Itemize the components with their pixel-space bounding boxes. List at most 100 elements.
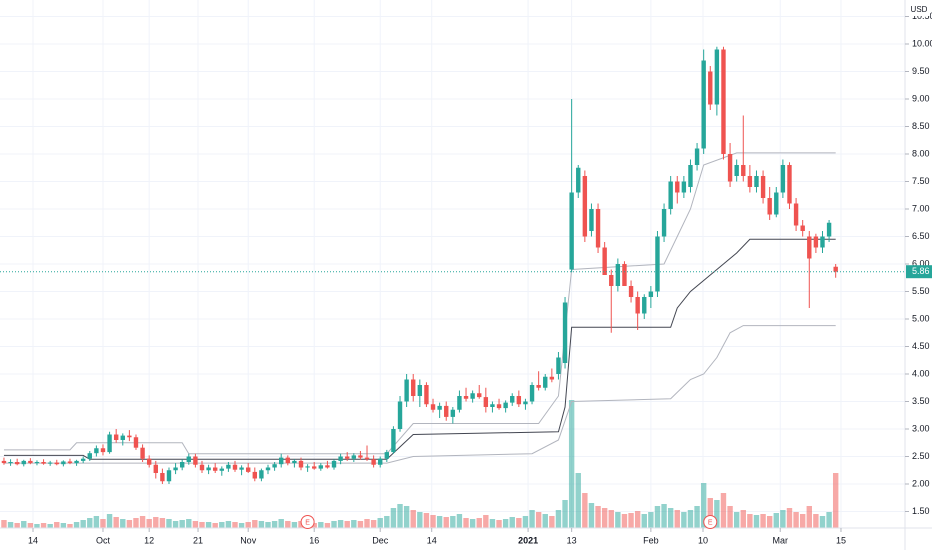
- volume-bar: [73, 522, 80, 528]
- volume-bar: [483, 515, 489, 528]
- candle-body: [496, 404, 502, 409]
- volume-bar: [456, 514, 463, 528]
- x-tick-label: 21: [193, 535, 203, 545]
- volume-bar: [34, 524, 40, 528]
- y-tick-label: 6.00: [912, 258, 930, 268]
- volume-bar: [285, 521, 291, 528]
- y-tick-label: 7.50: [912, 176, 930, 186]
- volume-bar: [489, 519, 496, 528]
- candle-body: [470, 393, 475, 399]
- volume-bar: [549, 516, 555, 528]
- y-tick-label: 7.00: [912, 203, 930, 213]
- candle-body: [193, 456, 198, 465]
- axes: 1.50 2.00 2.50 3.00 3.50 4.00 4.50 5.00 5.50 6.00…: [0, 11, 932, 545]
- volume-bar: [7, 522, 14, 528]
- candle-body: [378, 458, 383, 465]
- candle-body: [609, 275, 614, 286]
- volume-bar: [601, 508, 608, 528]
- candle-body: [820, 236, 825, 248]
- candle-body: [807, 236, 812, 259]
- volume-bar: [436, 516, 443, 528]
- volume-bar: [390, 508, 397, 528]
- volume-bar: [331, 521, 337, 528]
- volume-bar: [720, 493, 727, 528]
- candle-body: [252, 471, 257, 479]
- volume-bar: [120, 519, 126, 528]
- y-tick-label: 8.00: [912, 148, 930, 158]
- candle-body: [668, 181, 673, 209]
- candle-body: [160, 473, 165, 482]
- volume-bar: [384, 516, 390, 528]
- candle-body: [120, 435, 125, 440]
- volume-bar: [87, 518, 93, 528]
- volume-bar: [522, 516, 529, 528]
- volume-bar: [166, 519, 172, 528]
- volume-bar: [54, 522, 60, 528]
- x-tick-label: Mar: [772, 535, 788, 545]
- candle-body: [292, 460, 297, 464]
- volume-bar: [126, 520, 133, 528]
- volume-bar: [199, 522, 205, 528]
- volume-bar: [786, 508, 793, 528]
- candle-body: [279, 457, 284, 465]
- candle-body: [1, 460, 7, 464]
- candle-body: [734, 165, 739, 176]
- x-tick-label: Feb: [643, 535, 659, 545]
- candle-body: [694, 148, 700, 165]
- volume-bar: [318, 522, 324, 528]
- candle-body: [477, 393, 482, 398]
- candle-body: [595, 209, 601, 248]
- candle-body: [774, 192, 779, 215]
- event-label: E: [708, 519, 713, 526]
- x-tick-label: 10: [698, 535, 708, 545]
- candle-body: [41, 462, 46, 464]
- candle-body: [688, 165, 693, 187]
- volume-bar: [753, 515, 760, 528]
- candle-body: [67, 461, 73, 464]
- volume-bar: [370, 520, 377, 528]
- volume-bar: [443, 517, 449, 528]
- volume-bar: [667, 508, 674, 528]
- candle-body: [199, 464, 205, 471]
- candle-body: [14, 462, 20, 465]
- candle-body: [404, 379, 409, 402]
- candle-body: [206, 467, 211, 471]
- candle-body: [813, 236, 819, 248]
- candle-body: [437, 405, 442, 410]
- volume-bar: [793, 512, 799, 528]
- candle-body: [74, 460, 79, 464]
- volume-bar: [615, 512, 621, 528]
- y-tick-label: 4.00: [912, 368, 930, 378]
- volume-bar: [192, 521, 199, 528]
- volume-bar: [225, 521, 232, 528]
- candle-body: [510, 396, 515, 403]
- candle-body: [536, 385, 541, 388]
- volume-bar: [179, 520, 185, 528]
- y-tick-label: 2.50: [912, 451, 930, 461]
- y-tick-label: 4.50: [912, 341, 930, 351]
- volume-bar: [733, 512, 740, 528]
- volume-bar: [153, 517, 159, 528]
- candle-body: [780, 165, 786, 193]
- last-price-box: [906, 265, 932, 279]
- candle-body: [371, 459, 376, 465]
- volume-bar: [212, 523, 218, 528]
- volume-bar: [139, 516, 146, 528]
- volume-bar: [364, 519, 370, 528]
- volume-bar: [423, 513, 430, 528]
- volume-bar: [357, 521, 364, 528]
- band-line: [3, 152, 836, 455]
- volume-bar: [747, 514, 753, 528]
- grid: [0, 0, 905, 528]
- candle-body: [312, 466, 317, 469]
- candle-body: [490, 404, 495, 407]
- volume-bar: [826, 512, 832, 528]
- y-tick-label: 1.50: [912, 506, 930, 516]
- candle-body: [80, 458, 86, 461]
- candle-body: [384, 452, 390, 459]
- candle-body: [107, 434, 112, 453]
- volume-bar: [760, 514, 766, 528]
- candle-body: [28, 460, 33, 464]
- candle-body: [444, 405, 449, 417]
